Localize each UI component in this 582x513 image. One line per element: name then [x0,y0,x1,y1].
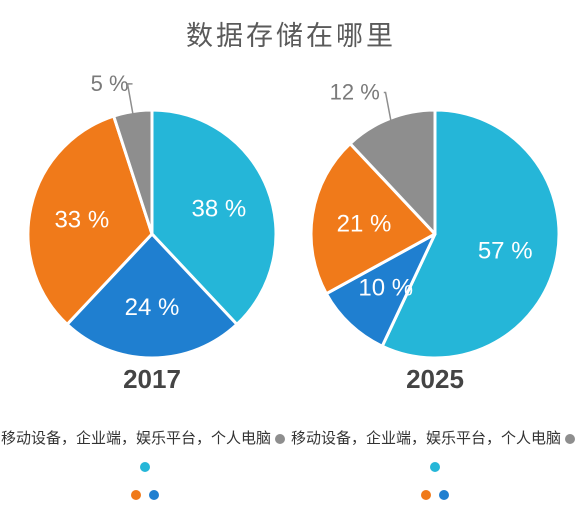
pie-slice-0 [150,108,278,326]
slice-label-1: 10 % [358,274,413,301]
pie-slice-2 [26,114,154,326]
slice-label-0: 38 % [192,196,247,223]
legend-2025: 移动设备，企业端，娱乐平台，个人电脑 [290,424,580,508]
chart-title: 数据存储在哪里 [186,21,396,52]
legend-dot-gray [565,433,575,444]
slice-label-0: 57 % [478,238,533,265]
legend-dot-blue [439,489,449,500]
pie-chart-2017: 38 % 24 % 33 % 5 % [26,71,278,360]
slice-label-2: 21 % [337,211,392,238]
legend-dot-blue [149,489,159,500]
legend-text: 移动设备，企业端，娱乐平台，个人电脑 [0,429,271,447]
legend-2017: 移动设备，企业端，娱乐平台，个人电脑 [0,424,290,508]
legend-line-1: 移动设备，企业端，娱乐平台，个人电脑 [290,424,580,480]
legend-line-2 [0,480,290,508]
year-label-2025: 2025 [406,364,464,394]
slice-label-2: 33 % [54,206,109,233]
pie-slice-2 [309,142,437,296]
legend-text: 移动设备，企业端，娱乐平台，个人电脑 [290,429,561,447]
legend-dot-cyan [140,461,150,472]
legend-line-2 [290,480,580,508]
legend-dot-gray [275,433,285,444]
legend-dot-cyan [430,461,440,472]
pie-slice-0 [380,108,561,360]
pie-slice-3 [348,108,437,236]
leader-line-3 [383,91,393,125]
legend-dot-orange [131,489,141,500]
slice-label-1: 24 % [125,294,180,321]
slice-label-3: 5 % [91,71,129,96]
legend-line-1: 移动设备，企业端，娱乐平台，个人电脑 [0,424,290,480]
leader-line-3 [126,83,135,118]
slice-label-3: 12 % [330,80,380,105]
legend-dot-orange [421,489,431,500]
pie-slice-1 [65,232,239,360]
pie-slice-1 [324,232,437,348]
year-label-2017: 2017 [123,364,181,394]
pie-chart-2025: 57 % 10 % 21 % 12 % [309,80,561,360]
